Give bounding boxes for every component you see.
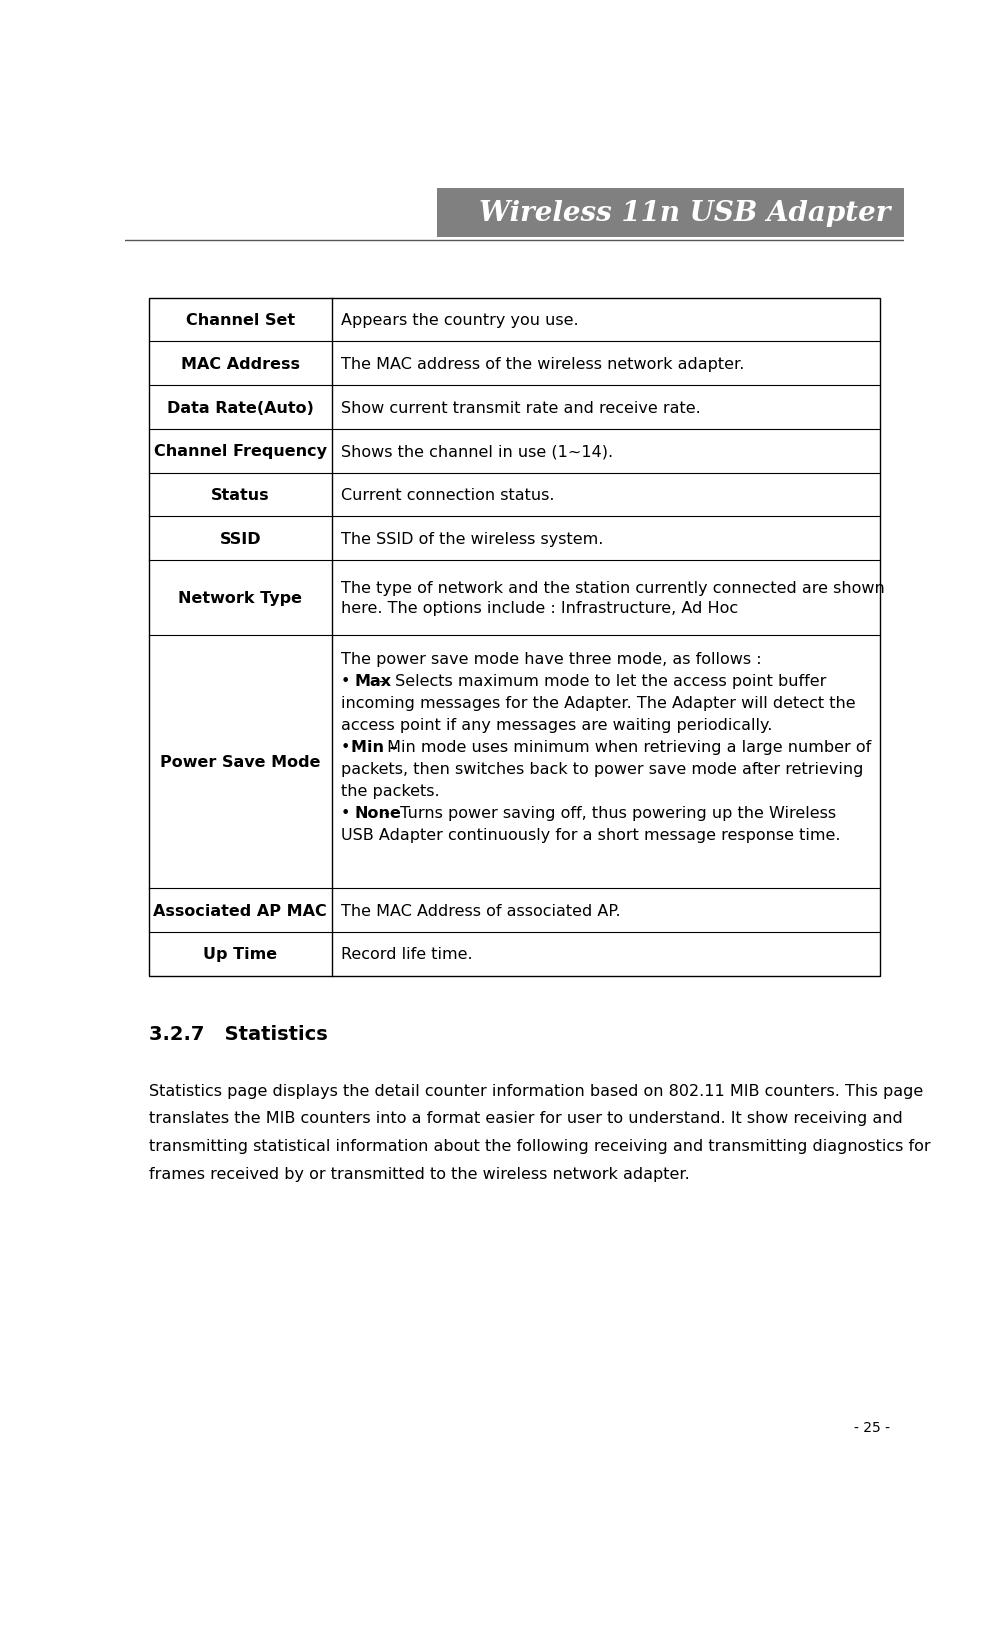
Text: Channel Frequency: Channel Frequency <box>153 443 326 460</box>
Text: Associated AP MAC: Associated AP MAC <box>153 903 327 918</box>
Text: Show current transmit rate and receive rate.: Show current transmit rate and receive r… <box>341 401 700 416</box>
Text: The type of network and the station currently connected are shown: The type of network and the station curr… <box>341 580 884 595</box>
Text: the packets.: the packets. <box>341 784 439 799</box>
Text: Data Rate(Auto): Data Rate(Auto) <box>166 401 313 416</box>
Text: 3.2.7   Statistics: 3.2.7 Statistics <box>148 1024 327 1043</box>
Text: incoming messages for the Adapter. The Adapter will detect the: incoming messages for the Adapter. The A… <box>341 696 855 711</box>
Text: SSID: SSID <box>220 531 261 546</box>
Text: •: • <box>341 805 360 820</box>
Text: Appears the country you use.: Appears the country you use. <box>341 313 578 328</box>
Text: access point if any messages are waiting periodically.: access point if any messages are waiting… <box>341 717 771 732</box>
Text: Up Time: Up Time <box>203 947 277 962</box>
Text: here. The options include : Infrastructure, Ad Hoc: here. The options include : Infrastructu… <box>341 600 737 616</box>
Text: The MAC address of the wireless network adapter.: The MAC address of the wireless network … <box>341 357 743 372</box>
Text: The MAC Address of associated AP.: The MAC Address of associated AP. <box>341 903 620 918</box>
Text: Power Save Mode: Power Save Mode <box>159 755 320 769</box>
Text: Network Type: Network Type <box>179 590 302 605</box>
Text: The power save mode have three mode, as follows :: The power save mode have three mode, as … <box>341 652 761 667</box>
Text: The SSID of the wireless system.: The SSID of the wireless system. <box>341 531 603 546</box>
Text: MAC Address: MAC Address <box>181 357 300 372</box>
Text: Max: Max <box>354 673 391 688</box>
Text: translates the MIB counters into a format easier for user to understand. It show: translates the MIB counters into a forma… <box>148 1110 902 1126</box>
Text: - 25 -: - 25 - <box>854 1420 890 1434</box>
Text: Status: Status <box>211 487 270 502</box>
Text: USB Adapter continuously for a short message response time.: USB Adapter continuously for a short mes… <box>341 828 840 843</box>
Text: frames received by or transmitted to the wireless network adapter.: frames received by or transmitted to the… <box>148 1165 689 1180</box>
Bar <box>148 298 880 976</box>
Text: -  Turns power saving off, thus powering up the Wireless: - Turns power saving off, thus powering … <box>379 805 835 820</box>
Text: Record life time.: Record life time. <box>341 947 472 962</box>
Text: -  Selects maximum mode to let the access point buffer: - Selects maximum mode to let the access… <box>373 673 825 688</box>
Text: transmitting statistical information about the following receiving and transmitt: transmitting statistical information abo… <box>148 1138 930 1152</box>
Text: Min mode uses minimum when retrieving a large number of: Min mode uses minimum when retrieving a … <box>382 740 871 755</box>
Text: Min –: Min – <box>351 740 397 755</box>
Text: None: None <box>354 805 401 820</box>
Text: Statistics page displays the detail counter information based on 802.11 MIB coun: Statistics page displays the detail coun… <box>148 1082 922 1099</box>
Text: •: • <box>341 740 355 755</box>
Text: Current connection status.: Current connection status. <box>341 487 554 502</box>
Text: •: • <box>341 673 360 688</box>
Text: packets, then switches back to power save mode after retrieving: packets, then switches back to power sav… <box>341 761 863 776</box>
Text: Shows the channel in use (1~14).: Shows the channel in use (1~14). <box>341 443 613 460</box>
Bar <box>436 189 903 238</box>
Text: Channel Set: Channel Set <box>186 313 295 328</box>
Text: Wireless 11n USB Adapter: Wireless 11n USB Adapter <box>478 200 890 227</box>
